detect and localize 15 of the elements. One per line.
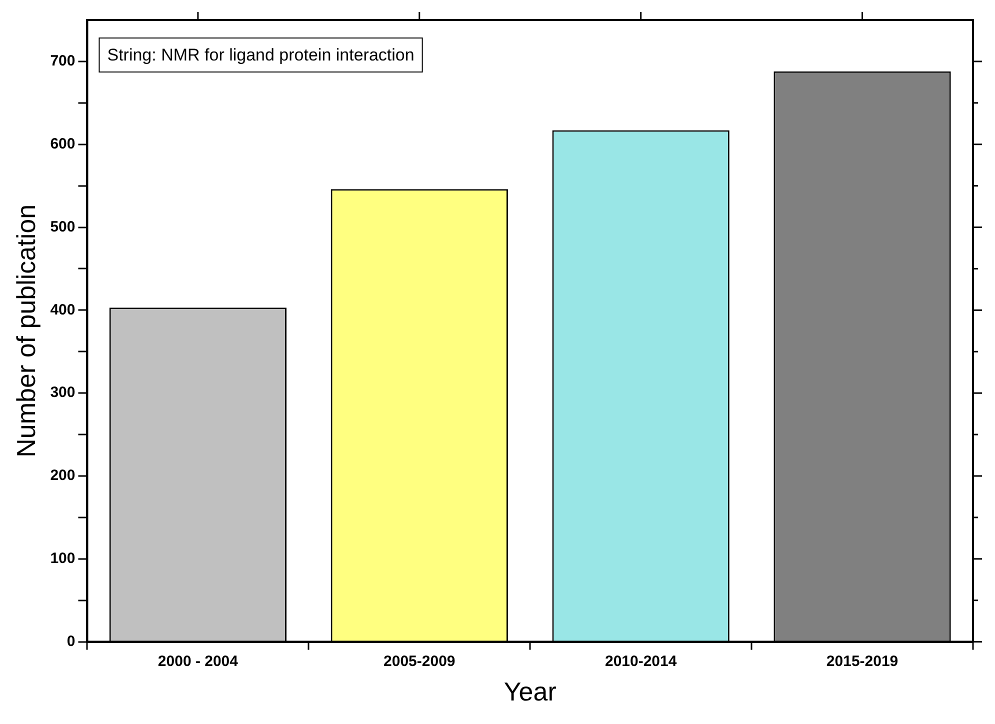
y-tick-label: 700 (50, 52, 76, 70)
y-tick-label: 300 (50, 384, 76, 402)
y-tick-label: 100 (50, 550, 76, 568)
y-tick-label: 200 (50, 467, 76, 484)
x-tick-label: 2000 - 2004 (158, 652, 239, 670)
y-axis-title: Number of publication (10, 204, 41, 458)
y-tick-label: 600 (50, 136, 76, 152)
annotation: String: NMR for ligand protein interaction (107, 46, 414, 65)
x-tick-label: 2010-2014 (604, 652, 678, 670)
y-tick-label: 400 (50, 301, 76, 318)
y-tick-label: 0 (66, 632, 76, 650)
x-tick-label: 2015-2019 (826, 652, 898, 670)
x-axis-title: Year (504, 676, 557, 707)
y-tick-label: 500 (50, 218, 76, 236)
x-tick-label: 2005-2009 (384, 652, 456, 670)
